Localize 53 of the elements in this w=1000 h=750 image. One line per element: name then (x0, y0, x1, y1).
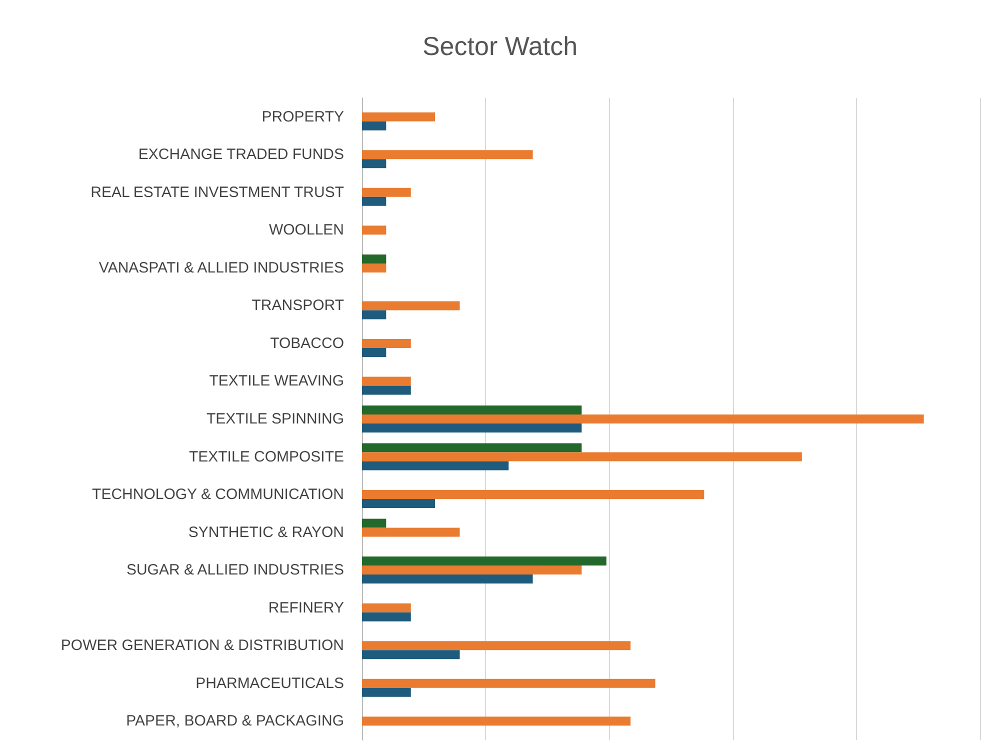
bar (362, 461, 509, 470)
bar (362, 406, 582, 414)
bar (362, 121, 386, 130)
y-tick-label: SUGAR & ALLIED INDUSTRIES (126, 562, 344, 579)
bar (362, 716, 631, 726)
bar (362, 150, 533, 160)
bar (362, 112, 436, 122)
bar (362, 159, 386, 168)
y-tick-label: PROPERTY (262, 108, 344, 126)
bar (362, 376, 411, 386)
bar (362, 414, 924, 424)
bar (362, 452, 802, 462)
y-tick-label: TRANSPORT (252, 297, 344, 314)
bar (362, 338, 411, 348)
y-tick-label: TOBACCO (270, 334, 344, 352)
bar (362, 612, 411, 622)
bar (362, 188, 411, 197)
bar (362, 518, 386, 528)
bar (362, 556, 606, 566)
y-tick-label: POWER GENERATION & DISTRIBUTION (60, 637, 344, 654)
bar (362, 603, 411, 612)
y-tick-label: REFINERY (268, 599, 344, 616)
bar (362, 263, 386, 272)
bar (362, 348, 386, 357)
bar (362, 688, 411, 697)
bar (362, 490, 704, 500)
bar (362, 424, 582, 432)
bar (362, 528, 460, 537)
bar (362, 499, 436, 508)
y-tick-label: VANASPATI & ALLIED INDUSTRIES (98, 259, 344, 276)
y-tick-label: TEXTILE WEAVING (209, 372, 344, 390)
bar (362, 443, 582, 452)
bar (362, 678, 656, 688)
y-tick-label: EXCHANGE TRADED FUNDS (138, 146, 344, 164)
y-tick-label: PHARMACEUTICALS (196, 674, 344, 692)
y-tick-label: WOOLLEN (268, 222, 344, 239)
bar (362, 254, 386, 264)
chart-title: Sector Watch (422, 31, 578, 61)
y-tick-label: TECHNOLOGY & COMMUNICATION (92, 486, 344, 504)
bar (362, 386, 411, 395)
bar (362, 650, 460, 660)
y-tick-label: TEXTILE COMPOSITE (188, 448, 344, 466)
bar (362, 226, 386, 235)
y-tick-label: SYNTHETIC & RAYON (188, 524, 344, 541)
bar (362, 310, 386, 320)
y-tick-label: PAPER, BOARD & PACKAGING (126, 712, 344, 730)
bar (362, 641, 631, 650)
bar (362, 301, 460, 310)
bar (362, 196, 386, 206)
bar (362, 566, 582, 575)
y-tick-label: TEXTILE SPINNING (206, 410, 344, 428)
y-tick-label: REAL ESTATE INVESTMENT TRUST (90, 184, 344, 201)
bar (362, 574, 533, 584)
